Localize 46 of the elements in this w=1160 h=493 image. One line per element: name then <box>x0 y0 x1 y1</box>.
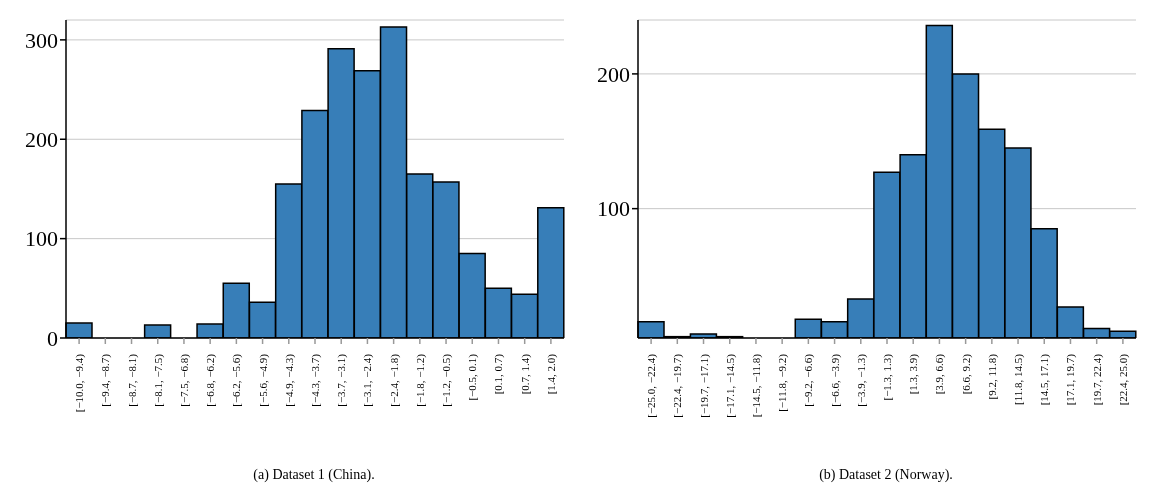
x-tick-label: [1.3, 3.9) <box>907 353 921 395</box>
x-tick-label: [−2.4, −1.8) <box>387 353 401 407</box>
x-tick-label: [−17.1, −14.5) <box>723 353 737 418</box>
x-tick-label: [−11.8, −9.2) <box>776 353 790 412</box>
x-tick-label: [−8.1, −7.5) <box>151 353 165 407</box>
x-tick-label: [−22.4, −19.7) <box>671 353 685 418</box>
y-tick-label: 100 <box>597 196 630 222</box>
x-tick-label: [−9.2, −6.6) <box>802 353 816 407</box>
x-tick-label: [3.9, 6.6) <box>933 353 947 395</box>
x-tick-label: [−6.6, −3.9) <box>828 353 842 407</box>
x-tick-label: [−3.1, −2.4) <box>361 353 375 407</box>
x-tick-label: [0.7, 1.4) <box>518 353 532 395</box>
x-tick-label: [9.2, 11.8) <box>985 353 999 400</box>
x-tick-label: [6.6, 9.2) <box>959 353 973 395</box>
x-tick-label: [−9.4, −8.7) <box>99 353 113 407</box>
y-tick-label: 100 <box>25 226 58 252</box>
x-tick-label: [−19.7, −17.1) <box>697 353 711 418</box>
x-tick-label: [0.1, 0.7) <box>492 353 506 395</box>
x-tick-label: [−6.8, −6.2) <box>204 353 218 407</box>
x-tick-label: [−7.5, −6.8) <box>177 353 191 407</box>
y-tick-label: 200 <box>25 127 58 153</box>
x-tick-label: [−0.5, 0.1) <box>466 353 480 401</box>
x-tick-label: [19.7, 22.4) <box>1090 353 1104 406</box>
x-tick-label: [22.4, 25.0) <box>1116 353 1130 406</box>
x-tick-label: [−4.3, −3.7) <box>309 353 322 407</box>
x-tick-label: [11.8, 14.5) <box>1012 353 1026 405</box>
text: (b) Dataset 2 (Norway). <box>818 467 954 483</box>
text: (a) Dataset 1 (China). <box>252 467 376 483</box>
y-tick-label: 200 <box>597 61 630 87</box>
x-tick-label: [14.5, 17.1) <box>1038 353 1052 406</box>
y-tick-label: 300 <box>25 27 58 53</box>
x-tick-label: [−1.2, −0.5) <box>440 353 454 407</box>
x-tick-label: [−1.8, −1.2) <box>413 353 427 407</box>
x-tick-label: [−4.9, −4.3) <box>282 353 296 407</box>
x-tick-label: [1.4, 2.0) <box>544 353 558 395</box>
x-tick-label: [−3.7, −3.1) <box>335 353 349 407</box>
x-tick-label: [−25.0, −22.4) <box>645 353 659 418</box>
x-tick-label: [−14.5, −11.8) <box>749 353 763 418</box>
x-tick-label: [−5.6, −4.9) <box>256 353 270 407</box>
y-tick-label: 0 <box>47 325 58 351</box>
x-tick-label: [−8.7, −8.1) <box>125 353 139 407</box>
x-tick-label: [−10.0, −9.4) <box>73 353 87 413</box>
x-tick-label: [−3.9, −1.3) <box>854 353 868 407</box>
x-tick-label: [−1.3, 1.3) <box>881 353 894 401</box>
x-tick-label: [17.1, 19.7) <box>1064 353 1078 406</box>
x-tick-label: [−6.2, −5.6) <box>230 353 244 407</box>
